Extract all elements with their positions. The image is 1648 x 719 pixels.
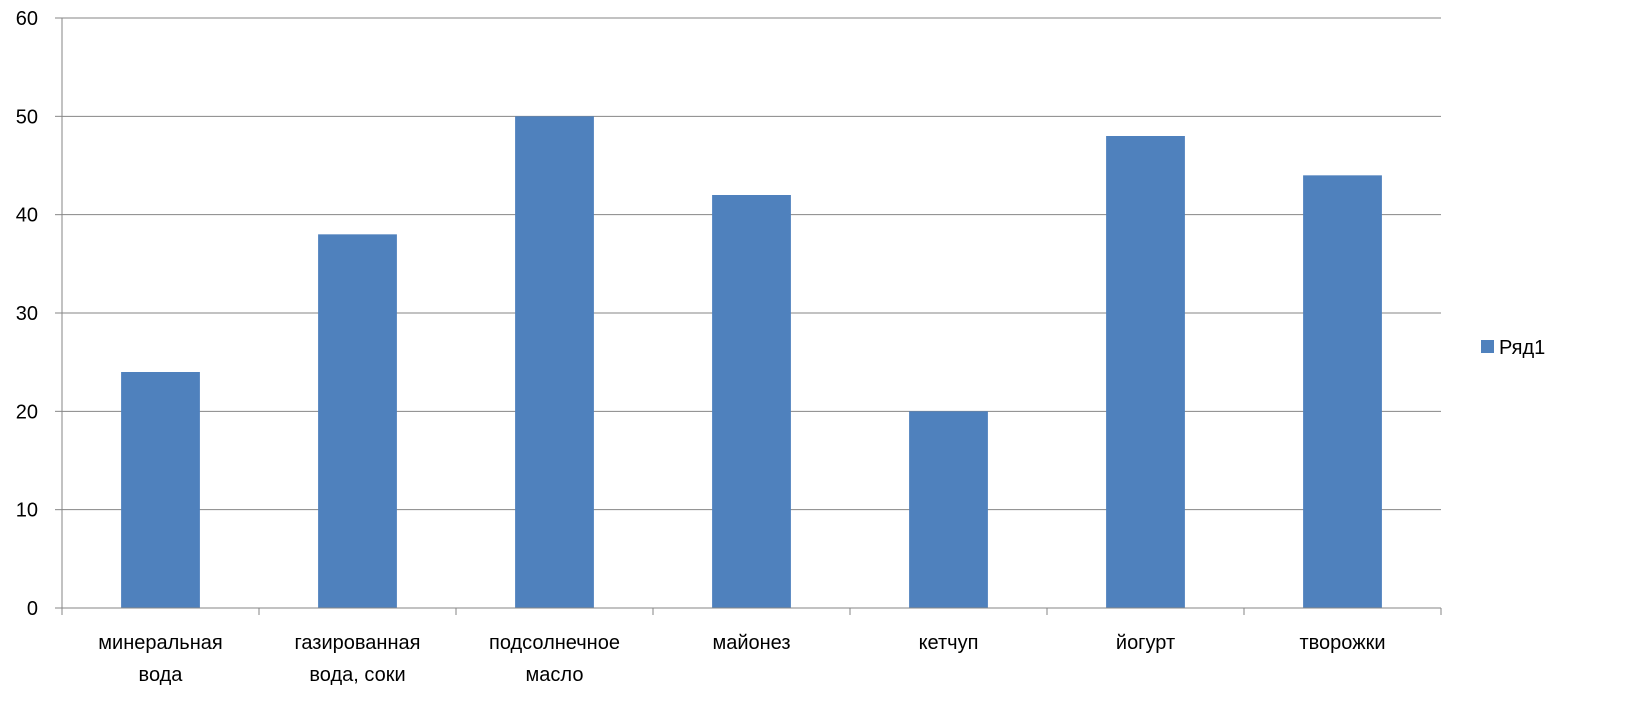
y-tick-label: 10 [16, 500, 38, 522]
legend-swatch [1481, 340, 1494, 353]
x-category-label: масло [526, 664, 584, 686]
x-category-label: йогурт [1116, 632, 1175, 654]
labels: 0 10 20 30 40 50 60 минеральная вода газированная… [16, 8, 1386, 686]
y-tick-label: 0 [27, 598, 38, 620]
bar [121, 372, 200, 608]
bar [515, 116, 594, 608]
axes [55, 17, 1442, 615]
legend: Ряд1 [1481, 337, 1545, 359]
x-category-label: кетчуп [919, 632, 979, 654]
x-category-label: творожки [1299, 632, 1385, 654]
y-tick-label: 60 [16, 8, 38, 30]
bar [909, 411, 988, 608]
x-category-label: вода, соки [309, 664, 405, 686]
x-category-label: подсолнечное [489, 632, 620, 654]
x-category-label: газированная [295, 632, 421, 654]
y-tick-label: 40 [16, 205, 38, 227]
y-tick-label: 50 [16, 106, 38, 128]
legend-label: Ряд1 [1499, 337, 1545, 359]
bar [1303, 175, 1382, 609]
x-category-label: майонез [712, 632, 790, 654]
y-tick-label: 30 [16, 303, 38, 325]
bars [121, 116, 1382, 609]
bar [318, 234, 397, 609]
x-category-label: вода [139, 664, 184, 686]
bar [1106, 136, 1185, 608]
y-tick-label: 20 [16, 401, 38, 423]
bar [712, 195, 791, 608]
x-category-label: минеральная [98, 632, 222, 654]
